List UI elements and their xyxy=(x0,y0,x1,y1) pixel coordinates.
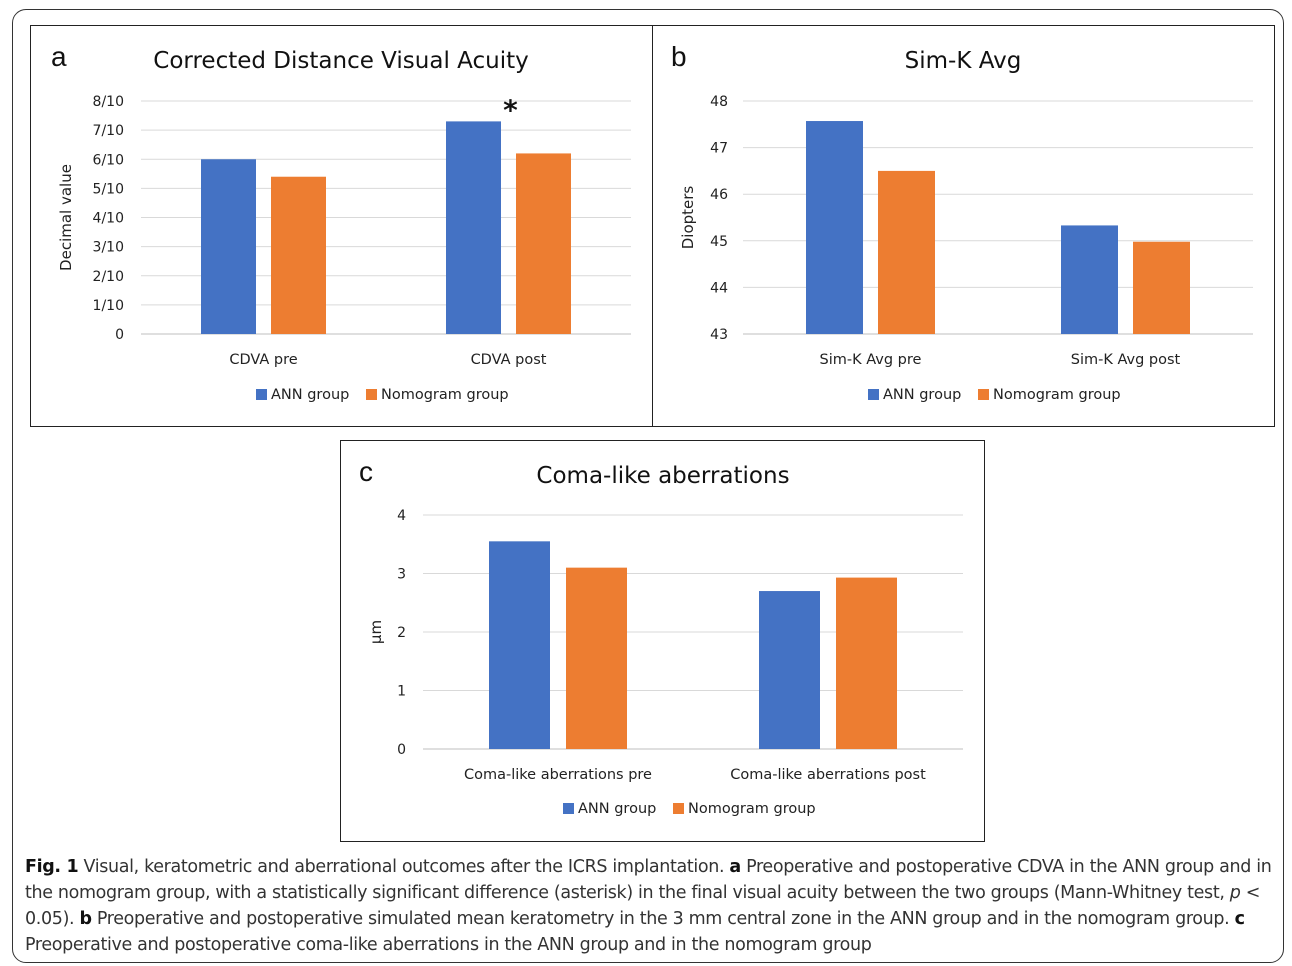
y-tick-label: 8/10 xyxy=(93,94,124,110)
panel-letter: c xyxy=(359,456,373,487)
panel-letter: b xyxy=(671,41,687,72)
y-tick-label: 0 xyxy=(397,742,406,758)
y-tick-label: 47 xyxy=(710,141,728,157)
y-tick-label: 2 xyxy=(397,625,406,641)
chart-b: b Sim-K Avg 43 44 45 46 47 48 Diopters Sim-K Avg … xyxy=(671,41,1253,403)
bar-ann-group xyxy=(446,121,501,334)
panel-a: a Corrected Distance Visual Acuity 0 1/10 2/… xyxy=(30,25,653,427)
legend-label: Nomogram group xyxy=(688,801,816,817)
y-axis-label: Diopters xyxy=(679,186,697,250)
bar-ann-group xyxy=(759,591,820,749)
bar-ann-group xyxy=(806,121,863,335)
y-tick-label: 5/10 xyxy=(93,181,124,197)
y-tick-label: 7/10 xyxy=(93,123,124,139)
caption-letter-c: c xyxy=(1234,909,1245,929)
legend-label: Nomogram group xyxy=(381,387,509,403)
y-tick-label: 46 xyxy=(710,187,728,203)
chart-title: Sim-K Avg xyxy=(905,48,1022,74)
y-tick-label: 3 xyxy=(397,567,406,583)
bar-nomogram-group xyxy=(836,577,897,749)
bar-ann-group xyxy=(201,159,256,334)
x-tick-label: CDVA post xyxy=(471,352,547,368)
bar-ann-group xyxy=(489,541,550,749)
legend-label: Nomogram group xyxy=(993,387,1121,403)
figure-frame xyxy=(12,9,1284,963)
bar-nomogram-group xyxy=(566,567,627,749)
x-tick-label: Sim-K Avg post xyxy=(1071,352,1181,368)
bar-nomogram-group xyxy=(1133,241,1190,334)
y-tick-label: 0 xyxy=(115,327,124,343)
chart-title: Coma-like aberrations xyxy=(536,463,789,489)
caption-p-value: < 0.05). xyxy=(25,883,1261,929)
legend-swatch xyxy=(366,389,377,400)
figure-caption: Fig. 1 Visual, keratometric and aberrati… xyxy=(25,854,1280,958)
chart-title: Corrected Distance Visual Acuity xyxy=(153,48,528,74)
x-tick-label: Coma-like aberrations pre xyxy=(464,767,652,783)
legend-swatch xyxy=(256,389,267,400)
chart-c: c Coma-like aberrations 0 1 2 3 4 µm Coma-like a… xyxy=(359,456,963,817)
caption-text-b: Preoperative and postoperative simulated… xyxy=(91,909,1235,929)
bar-nomogram-group xyxy=(516,153,571,334)
caption-label: Fig. 1 xyxy=(25,857,79,877)
legend-label: ANN group xyxy=(578,801,656,817)
y-tick-label: 44 xyxy=(710,280,728,296)
legend-swatch xyxy=(673,803,684,814)
significance-asterisk: * xyxy=(503,93,518,126)
y-tick-label: 1 xyxy=(397,684,406,700)
y-tick-label: 2/10 xyxy=(93,269,124,285)
caption-letter-a: a xyxy=(729,857,741,877)
y-tick-label: 6/10 xyxy=(93,152,124,168)
y-tick-label: 4/10 xyxy=(93,211,124,227)
y-tick-label: 43 xyxy=(710,327,728,343)
x-tick-label: CDVA pre xyxy=(229,352,297,368)
bar-nomogram-group xyxy=(271,176,326,334)
bar-ann-group xyxy=(1061,225,1118,334)
caption-intro: Visual, keratometric and aberrational ou… xyxy=(78,857,730,877)
chart-a: a Corrected Distance Visual Acuity 0 1/10 2/… xyxy=(51,41,631,403)
legend-swatch xyxy=(978,389,989,400)
y-tick-label: 45 xyxy=(710,234,728,250)
x-tick-label: Sim-K Avg pre xyxy=(820,352,922,368)
y-tick-label: 48 xyxy=(710,94,728,110)
legend-swatch xyxy=(563,803,574,814)
panel-letter: a xyxy=(51,41,67,72)
x-tick-label: Coma-like aberrations post xyxy=(730,767,926,783)
legend-swatch xyxy=(868,389,879,400)
caption-text-c: Preoperative and postoperative coma-like… xyxy=(25,935,872,955)
legend-label: ANN group xyxy=(883,387,961,403)
caption-text-a: Preoperative and postoperative CDVA in t… xyxy=(25,857,1272,903)
panel-c: c Coma-like aberrations 0 1 2 3 4 µm Coma-like a… xyxy=(340,440,985,842)
caption-letter-b: b xyxy=(79,909,92,929)
caption-p-symbol: p xyxy=(1229,883,1241,903)
y-tick-label: 1/10 xyxy=(93,298,124,314)
y-axis-label: µm xyxy=(367,620,385,644)
y-axis-label: Decimal value xyxy=(57,164,75,271)
panel-b: b Sim-K Avg 43 44 45 46 47 48 Diopters Sim-K Avg … xyxy=(652,25,1275,427)
y-tick-label: 3/10 xyxy=(93,240,124,256)
y-tick-label: 4 xyxy=(397,508,406,524)
legend-label: ANN group xyxy=(271,387,349,403)
bar-nomogram-group xyxy=(878,170,935,334)
